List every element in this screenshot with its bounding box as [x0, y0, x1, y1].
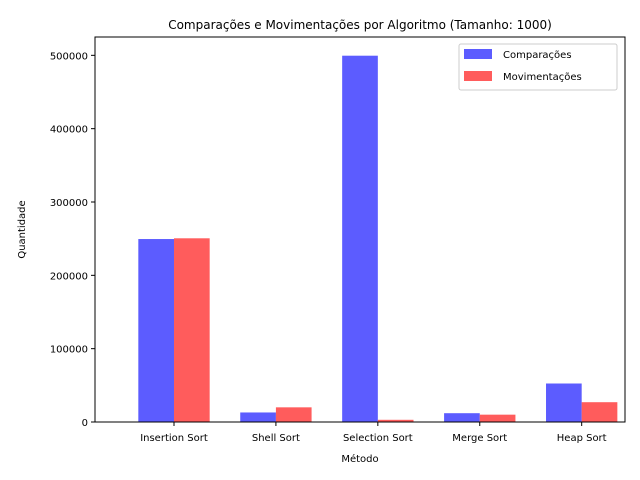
x-axis: Insertion Sort Shell Sort Selection Sort Me… [140, 422, 607, 444]
bar-movimentacoes-merge-sort [479, 414, 516, 422]
y-tick-label: 300000 [50, 198, 88, 209]
bar-comparacoes-heap-sort [546, 383, 582, 422]
plot-frame [94, 36, 626, 423]
bar-comparacoes-insertion-sort [138, 239, 174, 422]
legend-frame [458, 43, 618, 91]
y-tick-label: 400000 [50, 125, 88, 136]
x-tick-label-shell-sort: Shell Sort [252, 433, 300, 444]
legend-swatch-comparacoes [464, 49, 492, 59]
chart-title: Comparações e Movimentações por Algoritm… [168, 18, 552, 32]
bar-movimentacoes-heap-sort [581, 402, 618, 422]
x-axis-title: Método [341, 453, 378, 465]
legend: Comparações Movimentações [458, 43, 618, 91]
legend-label-comparacoes: Comparações [503, 50, 572, 61]
legend-swatch-movimentacoes [464, 71, 492, 81]
x-tick-label-merge-sort: Merge Sort [452, 433, 507, 444]
x-tick-label-selection-sort: Selection Sort [343, 433, 413, 444]
y-axis: 0 100000 200000 300000 400000 500000 [50, 51, 95, 429]
bar-movimentacoes-shell-sort [275, 407, 312, 422]
y-tick-label: 200000 [50, 271, 88, 282]
y-tick-label: 500000 [50, 51, 88, 62]
bar-comparacoes-shell-sort [240, 412, 276, 422]
y-axis-title: Quantidade [17, 200, 28, 258]
x-tick-label-insertion-sort: Insertion Sort [140, 433, 208, 444]
bar-movimentacoes-selection-sort [377, 419, 414, 422]
bar-movimentacoes-insertion-sort [173, 238, 210, 422]
bars [138, 55, 618, 422]
y-tick-label: 0 [82, 418, 88, 429]
legend-label-movimentacoes: Movimentações [503, 72, 582, 83]
x-tick-label-heap-sort: Heap Sort [557, 433, 607, 444]
y-tick-label: 100000 [50, 345, 88, 356]
bar-comparacoes-merge-sort [444, 413, 480, 422]
bar-comparacoes-selection-sort [342, 55, 378, 422]
